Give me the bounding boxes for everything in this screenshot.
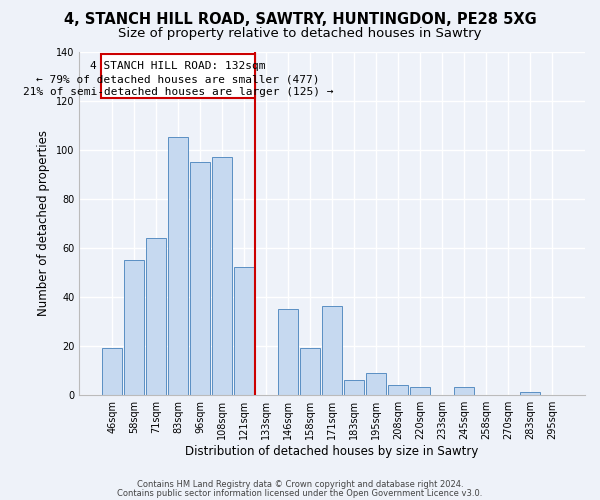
- Bar: [410, 388, 430, 394]
- Bar: [146, 238, 166, 394]
- Bar: [103, 348, 122, 395]
- Text: Contains HM Land Registry data © Crown copyright and database right 2024.: Contains HM Land Registry data © Crown c…: [137, 480, 463, 489]
- Text: Contains public sector information licensed under the Open Government Licence v3: Contains public sector information licen…: [118, 488, 482, 498]
- Bar: [124, 260, 144, 394]
- Text: 4, STANCH HILL ROAD, SAWTRY, HUNTINGDON, PE28 5XG: 4, STANCH HILL ROAD, SAWTRY, HUNTINGDON,…: [64, 12, 536, 28]
- Text: 21% of semi-detached houses are larger (125) →: 21% of semi-detached houses are larger (…: [23, 88, 334, 98]
- Bar: [454, 388, 474, 394]
- Bar: [278, 309, 298, 394]
- Bar: [344, 380, 364, 394]
- Bar: [212, 157, 232, 394]
- Bar: [520, 392, 540, 394]
- Bar: [169, 138, 188, 394]
- Bar: [234, 267, 254, 394]
- Y-axis label: Number of detached properties: Number of detached properties: [37, 130, 50, 316]
- Bar: [190, 162, 210, 394]
- Text: 4 STANCH HILL ROAD: 132sqm: 4 STANCH HILL ROAD: 132sqm: [91, 62, 266, 72]
- X-axis label: Distribution of detached houses by size in Sawtry: Distribution of detached houses by size …: [185, 444, 479, 458]
- FancyBboxPatch shape: [101, 54, 255, 98]
- Bar: [322, 306, 342, 394]
- Text: ← 79% of detached houses are smaller (477): ← 79% of detached houses are smaller (47…: [37, 74, 320, 85]
- Bar: [388, 385, 408, 394]
- Bar: [366, 372, 386, 394]
- Bar: [300, 348, 320, 395]
- Text: Size of property relative to detached houses in Sawtry: Size of property relative to detached ho…: [118, 28, 482, 40]
